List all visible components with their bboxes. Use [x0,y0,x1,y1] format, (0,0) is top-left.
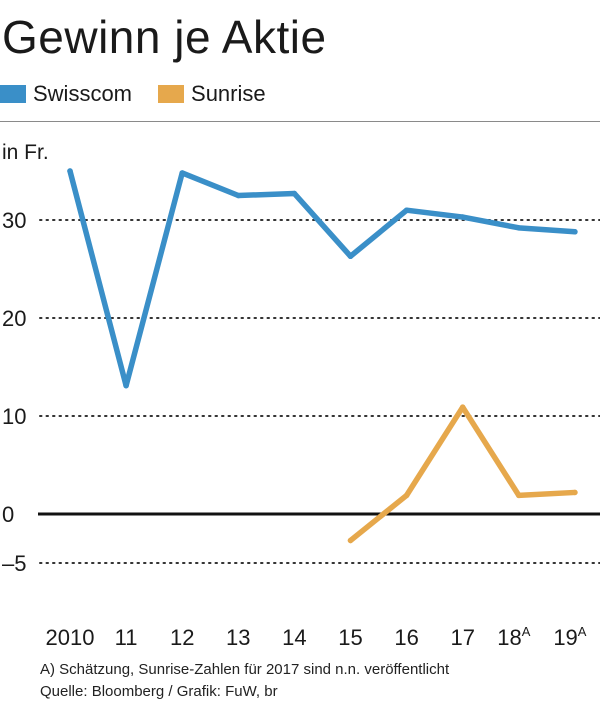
x-tick-label: 13 [226,625,250,650]
x-tick-label: 17 [450,625,474,650]
legend-item-swisscom: Swisscom [0,81,132,107]
x-tick-label: 16 [394,625,418,650]
x-tick-label: 2010 [46,625,95,650]
data-point-swisscom-16 [403,207,410,213]
x-tick-label: 15 [338,625,362,650]
x-tick-label: 11 [115,625,138,650]
data-point-swisscom-19 [572,229,578,235]
legend-label-swisscom: Swisscom [33,81,133,106]
data-point-sunrise-16 [403,492,410,499]
legend-swatch-swisscom [0,85,26,103]
data-point-swisscom-17 [459,214,466,220]
data-point-swisscom-18 [516,225,522,231]
data-point-sunrise-19 [572,489,578,496]
data-point-sunrise-15 [347,537,354,544]
x-tick-label: 18A [497,624,530,650]
data-point-swisscom-14 [291,190,298,197]
x-tick-label: 14 [282,625,306,650]
y-tick-label: 0 [2,502,14,527]
data-point-swisscom-15 [347,253,354,260]
x-tick-label: 12 [170,625,194,650]
data-point-swisscom-13 [235,192,242,199]
source-note: Quelle: Bloomberg / Grafik: FuW, br [40,683,278,700]
data-point-swisscom-11 [123,382,129,389]
legend-item-sunrise: Sunrise [158,81,266,107]
y-tick-label: 30 [2,208,26,233]
data-point-swisscom-2010 [67,168,73,174]
legend-label-sunrise: Sunrise [191,81,266,106]
chart-title: Gewinn je Aktie [2,11,327,63]
y-tick-label: 10 [2,404,26,429]
title-divider [0,121,600,122]
legend: Swisscom Sunrise [0,80,292,108]
y-axis-unit: in Fr. [2,141,49,164]
series-line-swisscom [67,168,578,389]
y-tick-label: –5 [2,551,26,576]
data-point-sunrise-17 [459,404,466,410]
footnote: A) Schätzung, Sunrise-Zahlen für 2017 si… [40,661,450,678]
legend-swatch-sunrise [158,85,185,103]
y-tick-label: 20 [2,306,26,331]
data-point-swisscom-12 [179,170,185,176]
series-line-sunrise [347,404,578,544]
data-point-sunrise-18 [516,492,522,499]
x-tick-label: 19A [553,624,586,650]
